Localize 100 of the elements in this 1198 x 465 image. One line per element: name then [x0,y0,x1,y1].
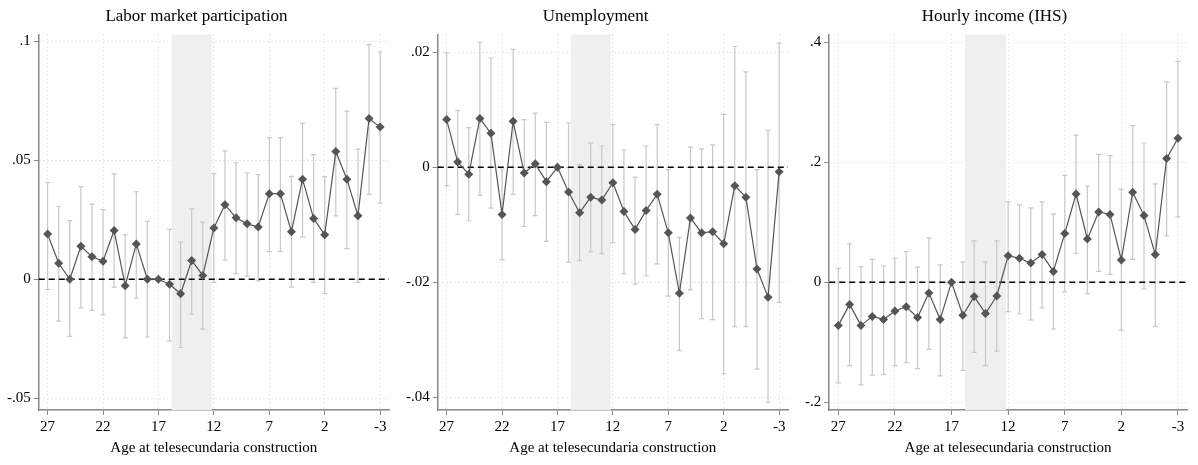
point [586,192,596,202]
point [763,292,773,302]
point [1048,266,1058,276]
point [935,314,945,324]
point [652,189,662,199]
point [980,308,990,318]
x-tick-label: 22 [494,417,510,434]
chart-title: Hourly income (IHS) [921,5,1068,25]
x-tick-label: 17 [150,417,167,434]
point [674,288,684,298]
point [331,147,341,157]
point [43,229,53,239]
point [992,291,1002,301]
y-tick-label: -.2 [805,393,822,410]
point [901,302,911,312]
x-axis-title: Age at telesecundaria construction [904,438,1113,455]
point [286,227,296,237]
point [76,241,86,251]
point [845,299,855,309]
point [54,258,64,268]
point [187,255,197,265]
point [575,208,585,218]
point [342,174,352,184]
point [752,264,762,274]
y-tick-label: -.05 [7,389,31,406]
point [353,211,363,221]
point [597,195,607,205]
y-tick-label: .1 [19,32,31,49]
point [220,200,230,210]
point [131,239,141,249]
x-tick-label: 17 [549,417,566,434]
x-tick-label: -3 [1171,417,1185,434]
point [867,311,877,321]
point [209,223,219,233]
x-tick-label: 22 [887,417,903,434]
point [1026,258,1036,268]
point [120,281,130,291]
x-tick-label: -3 [772,417,786,434]
point [1003,251,1013,261]
x-tick-label: 22 [95,417,111,434]
point [541,177,551,187]
point [320,230,330,240]
point [1014,253,1024,263]
point [1116,255,1126,265]
point [176,289,186,299]
point [564,187,574,197]
point [719,239,729,249]
y-tick-label: .2 [810,153,822,170]
point [475,113,485,123]
point [253,222,263,232]
point [833,320,843,330]
point [1128,187,1138,197]
point [298,174,308,184]
x-tick-label: 27 [40,417,56,434]
point [1071,189,1081,199]
x-axis-title: Age at telesecundaria construction [509,438,717,455]
x-tick-label: 12 [605,417,621,434]
point [1139,211,1149,221]
point [708,227,718,237]
point [1082,234,1092,244]
point [741,192,751,202]
point [242,219,252,229]
y-tick-label: 0 [23,270,31,287]
point [375,122,385,132]
y-tick-label: 0 [422,158,430,175]
point [1060,229,1070,239]
point [663,228,673,238]
point [879,314,889,324]
point [364,114,374,124]
point [913,313,923,323]
x-tick-label: 2 [719,417,728,434]
x-tick-label: 12 [206,417,222,434]
point [608,178,618,188]
x-tick-label: 7 [664,417,673,434]
point [619,207,629,217]
point [231,213,241,223]
point [947,277,957,287]
point [453,157,463,167]
point [856,320,866,330]
point [275,189,285,199]
y-tick-label: -.04 [406,388,431,405]
x-tick-label: 7 [1060,417,1069,434]
point [65,274,75,284]
point [309,213,319,223]
x-tick-label: 2 [320,417,329,434]
point [890,306,900,316]
point [264,189,274,199]
point [641,205,651,215]
point [165,279,175,289]
point [464,169,474,179]
y-tick-label: 0 [813,273,822,290]
point [153,274,163,284]
point [1105,209,1115,219]
y-tick-label: -.02 [406,273,430,290]
x-tick-label: 17 [944,417,960,434]
point [552,162,562,172]
point [98,256,108,266]
point [969,292,979,302]
point [1173,133,1183,143]
point [109,226,119,236]
